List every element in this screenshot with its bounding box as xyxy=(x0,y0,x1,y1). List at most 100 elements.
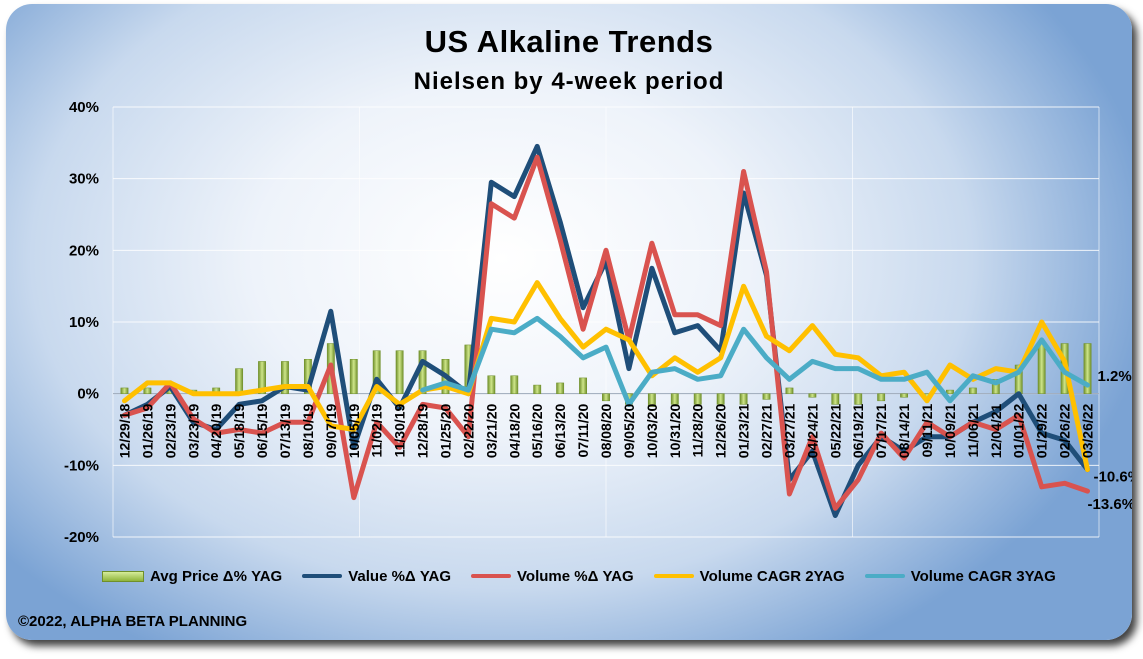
avg-price-bar xyxy=(143,387,152,394)
avg-price-bar xyxy=(556,382,565,394)
x-tick-label: 10/05/19 xyxy=(346,404,362,459)
x-tick-label: 12/29/18 xyxy=(116,404,132,459)
x-tick-label: 12/04/21 xyxy=(988,403,1004,458)
x-tick-label: 01/25/20 xyxy=(437,404,453,459)
x-tick-label: 06/13/20 xyxy=(552,403,568,458)
chart-subtitle: Nielsen by 4-week period xyxy=(413,68,725,95)
avg-price-bar xyxy=(487,375,496,394)
y-tick-label: 40% xyxy=(69,99,99,116)
x-tick-label: 06/15/19 xyxy=(254,403,270,458)
data-label: -13.6% xyxy=(1088,496,1132,513)
x-tick-label: 05/22/21 xyxy=(827,403,843,458)
legend-item-value: Value %Δ YAG xyxy=(302,568,451,585)
x-tick-label: 10/03/20 xyxy=(644,404,660,459)
x-tick-label: 03/23/19 xyxy=(185,404,201,459)
avg-price-bar xyxy=(1037,343,1046,394)
x-tick-label: 12/28/19 xyxy=(415,404,431,459)
cagr3-line xyxy=(420,315,1090,407)
avg-price-bar xyxy=(281,361,289,394)
x-tick-label: 11/06/21 xyxy=(965,404,981,458)
legend-swatch-avg-price xyxy=(102,570,144,582)
avg-price-bar xyxy=(831,393,840,405)
chart-frame: US Alkaline Trends Nielsen by 4-week per… xyxy=(6,4,1132,640)
x-tick-label: 09/07/19 xyxy=(323,403,339,458)
x-tick-label: 02/27/21 xyxy=(758,403,774,458)
x-tick-label: 06/19/21 xyxy=(850,403,866,458)
avg-price-bar xyxy=(1083,343,1092,394)
x-tick-label: 12/26/20 xyxy=(713,404,729,459)
x-tick-label: 01/01/22 xyxy=(1011,403,1027,458)
x-tick-label: 01/26/19 xyxy=(139,403,155,458)
legend-swatch-cagr3 xyxy=(864,574,905,578)
avg-price-bar xyxy=(372,350,381,394)
y-tick-label: 20% xyxy=(69,242,99,259)
avg-price-bar xyxy=(670,393,679,405)
avg-price-bar xyxy=(762,393,771,400)
x-tick-label: 05/16/20 xyxy=(529,403,545,458)
x-tick-label: 07/11/20 xyxy=(575,404,591,458)
x-tick-label: 09/05/20 xyxy=(621,403,637,458)
x-tick-label: 11/02/19 xyxy=(369,403,385,457)
y-tick-label: -20% xyxy=(64,529,99,546)
x-tick-label: 03/26/22 xyxy=(1079,403,1095,458)
x-tick-label: 10/09/21 xyxy=(942,404,958,459)
y-tick-label: 30% xyxy=(69,171,99,188)
x-tick-label: 04/24/21 xyxy=(804,404,820,459)
avg-price-bar xyxy=(808,393,817,398)
x-tick-label: 11/28/20 xyxy=(690,403,706,457)
x-tick-label: 11/30/19 xyxy=(392,403,408,457)
avg-price-bar xyxy=(739,393,748,405)
avg-price-bar xyxy=(991,379,1000,394)
x-tick-label: 02/23/19 xyxy=(162,403,178,458)
chart-legend: Avg Price Δ% YAG Value %Δ YAG Volume %Δ … xyxy=(102,566,1076,586)
x-tick-label: 08/08/20 xyxy=(598,403,614,458)
avg-price-bar xyxy=(533,384,542,394)
chart-plot: -20% -10% 0% 10% 20% 30% 40% 12/29/18 01/26/19 02… xyxy=(64,99,1132,546)
cagr2-line xyxy=(122,280,1090,473)
data-label: -10.6% xyxy=(1094,469,1132,486)
copyright-text: ©2022, ALPHA BETA PLANNING xyxy=(18,613,248,630)
x-tick-label: 08/14/21 xyxy=(896,403,912,458)
avg-price-bar xyxy=(258,361,266,394)
avg-price-bar xyxy=(785,387,794,394)
legend-item-cagr3: Volume CAGR 3YAG xyxy=(864,568,1056,585)
avg-price-bar xyxy=(900,393,909,398)
legend-swatch-value xyxy=(302,574,343,578)
avg-price-bar xyxy=(854,393,863,405)
legend-label-cagr2: Volume CAGR 2YAG xyxy=(699,567,845,585)
x-tick-label: 07/17/21 xyxy=(873,404,889,459)
data-label: 1.2% xyxy=(1098,368,1132,385)
x-tick-label: 10/31/20 xyxy=(667,403,683,458)
x-tick-label: 05/18/19 xyxy=(231,403,247,458)
avg-price-bar xyxy=(647,393,656,407)
avg-price-bar xyxy=(946,389,954,394)
avg-price-bar xyxy=(968,387,977,394)
x-tick-label: 09/11/21 xyxy=(919,403,935,457)
x-tick-label: 02/26/22 xyxy=(1057,403,1073,458)
legend-label-volume: Volume %Δ YAG xyxy=(517,567,634,585)
avg-price-bar xyxy=(602,393,610,402)
volume-line xyxy=(122,154,1090,511)
avg-price-bar xyxy=(579,377,587,394)
x-tick-label: 04/20/19 xyxy=(208,404,224,459)
y-tick-label: 10% xyxy=(69,314,99,331)
y-tick-label: 0% xyxy=(77,386,99,403)
avg-price-bar xyxy=(510,375,519,394)
x-tick-label: 07/13/19 xyxy=(277,404,293,459)
x-tick-label: 08/10/19 xyxy=(300,403,316,458)
x-tick-label: 01/29/22 xyxy=(1034,404,1050,459)
legend-swatch-cagr2 xyxy=(653,574,694,578)
x-tick-label: 04/18/20 xyxy=(506,404,522,459)
legend-item-cagr2: Volume CAGR 2YAG xyxy=(653,567,845,585)
legend-label-value: Value %Δ YAG xyxy=(348,567,452,585)
x-tick-label: 03/27/21 xyxy=(781,403,797,458)
x-tick-label: 02/22/20 xyxy=(460,403,476,458)
x-tick-label: 01/23/21 xyxy=(736,404,752,459)
avg-price-bar xyxy=(877,393,886,402)
legend-swatch-volume xyxy=(471,574,512,578)
y-tick-label: -10% xyxy=(64,457,99,474)
legend-item-volume: Volume %Δ YAG xyxy=(471,568,634,585)
chart-title: US Alkaline Trends xyxy=(424,24,714,59)
avg-price-bar xyxy=(235,368,244,394)
avg-price-bar xyxy=(349,359,358,394)
